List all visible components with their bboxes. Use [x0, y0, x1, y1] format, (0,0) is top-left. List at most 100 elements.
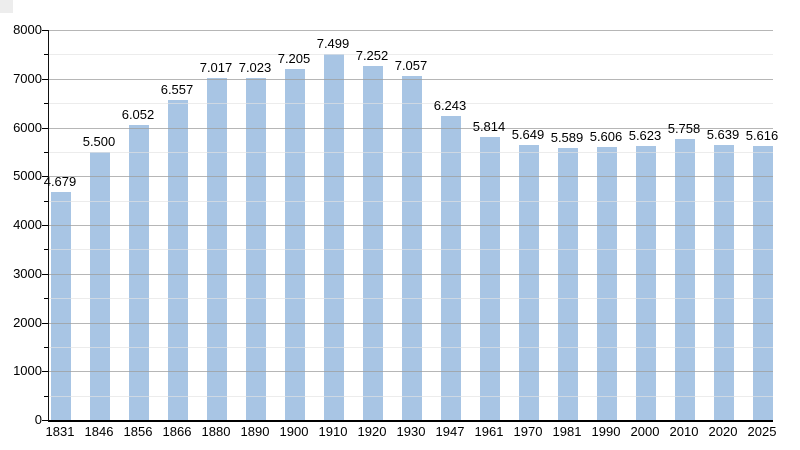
- y-axis-minor-tick: [44, 395, 48, 397]
- x-axis-label: 1970: [513, 424, 543, 439]
- bar-1831: [51, 191, 71, 420]
- y-axis-major-tick: [42, 273, 48, 275]
- y-axis-label: 3000: [13, 265, 42, 281]
- bar-1856: [129, 124, 149, 420]
- bar-1961: [480, 136, 500, 420]
- bar-1970: [519, 144, 539, 420]
- y-axis-major-tick: [42, 371, 48, 373]
- bar-value-label: 5.616: [745, 128, 779, 144]
- x-axis-label: 1890: [240, 424, 270, 439]
- bar-value-label: 6.243: [433, 97, 467, 113]
- gridline-minor: [49, 249, 773, 251]
- gridline-minor: [49, 103, 773, 105]
- y-axis-label: 6000: [13, 119, 42, 135]
- bar-value-label: 5.623: [628, 127, 662, 143]
- x-axis-label: 1990: [591, 424, 621, 439]
- gridline-major: [49, 225, 773, 226]
- gridline-minor: [49, 200, 773, 202]
- bar-1920: [363, 66, 383, 420]
- bar-value-label: 7.205: [277, 50, 311, 66]
- gridline-major: [49, 371, 773, 373]
- plot-area: [48, 30, 773, 422]
- x-axis-label: 1866: [162, 424, 192, 439]
- x-axis-label: 1900: [279, 424, 309, 439]
- x-axis-label: 2000: [630, 424, 660, 439]
- x-axis-label: 1910: [318, 424, 348, 439]
- y-axis-major-tick: [42, 225, 48, 226]
- y-axis-minor-tick: [44, 54, 48, 56]
- bar-1910: [324, 54, 344, 420]
- bar-2025: [753, 146, 773, 420]
- bar-value-label: 5.500: [82, 133, 116, 149]
- gridline-minor: [49, 298, 773, 300]
- bar-2000: [636, 145, 656, 420]
- y-axis-major-tick: [42, 420, 48, 421]
- gridline-minor: [49, 54, 773, 56]
- bar-1866: [168, 100, 188, 420]
- bar-1890: [246, 77, 266, 420]
- bar-value-label: 5.589: [550, 129, 584, 145]
- corner-artifact: [0, 0, 13, 13]
- gridline-major: [49, 30, 773, 31]
- y-axis-major-tick: [42, 30, 48, 31]
- x-axis-label: 1920: [357, 424, 387, 439]
- bar-1990: [597, 146, 617, 420]
- x-axis-label: 1981: [552, 424, 582, 439]
- x-axis-label: 2025: [747, 424, 777, 439]
- bar-value-label: 7.252: [355, 48, 389, 64]
- gridline-major: [49, 78, 773, 80]
- y-axis-label: 7000: [13, 70, 42, 86]
- y-axis-label: 4000: [13, 217, 42, 232]
- y-axis-minor-tick: [44, 249, 48, 251]
- y-axis-minor-tick: [44, 298, 48, 300]
- bar-1900: [285, 68, 305, 420]
- bar-value-label: 7.499: [316, 36, 350, 52]
- gridline-major: [49, 273, 773, 275]
- bar-value-label: 7.017: [199, 59, 233, 75]
- bar-2010: [675, 139, 695, 420]
- gridline-major: [49, 176, 773, 178]
- x-axis-label: 2020: [708, 424, 738, 439]
- gridline-major: [49, 127, 773, 129]
- y-axis-minor-tick: [44, 151, 48, 153]
- y-axis-label: 0: [34, 412, 42, 427]
- bar-value-label: 7.023: [238, 59, 272, 75]
- x-axis-label: 1856: [123, 424, 153, 439]
- y-axis-minor-tick: [44, 346, 48, 348]
- x-axis-label: 1846: [84, 424, 114, 439]
- y-axis-label: 5000: [13, 168, 42, 184]
- y-axis-label: 1000: [13, 363, 42, 379]
- x-axis-label: 1930: [396, 424, 426, 439]
- bar-value-label: 5.606: [589, 128, 623, 144]
- bar-1930: [402, 75, 422, 420]
- y-axis-major-tick: [42, 127, 48, 129]
- y-axis-major-tick: [42, 322, 48, 324]
- x-axis-label: 1880: [201, 424, 231, 439]
- x-axis-label: 1947: [435, 424, 465, 439]
- x-axis-label: 1831: [45, 424, 75, 439]
- bar-value-label: 4.679: [43, 173, 77, 189]
- y-axis-major-tick: [42, 176, 48, 178]
- x-axis-label: 1961: [474, 424, 504, 439]
- bar-1947: [441, 115, 461, 420]
- y-axis-minor-tick: [44, 103, 48, 105]
- bar-value-label: 5.758: [667, 121, 701, 137]
- y-axis-label: 2000: [13, 314, 42, 330]
- gridline-minor: [49, 395, 773, 397]
- bar-1880: [207, 77, 227, 420]
- x-axis-label: 2010: [669, 424, 699, 439]
- bar-value-label: 6.052: [121, 106, 155, 122]
- bar-value-label: 5.639: [706, 127, 740, 143]
- bar-value-label: 5.649: [511, 126, 545, 142]
- y-axis-major-tick: [42, 78, 48, 80]
- bar-1981: [558, 147, 578, 420]
- bar-value-label: 6.557: [160, 82, 194, 98]
- bar-2020: [714, 145, 734, 420]
- bar-1846: [90, 151, 110, 420]
- bar-value-label: 5.814: [472, 118, 506, 134]
- gridline-minor: [49, 151, 773, 153]
- y-axis-label: 8000: [13, 22, 42, 37]
- y-axis-minor-tick: [44, 200, 48, 202]
- bar-value-label: 7.057: [394, 57, 428, 73]
